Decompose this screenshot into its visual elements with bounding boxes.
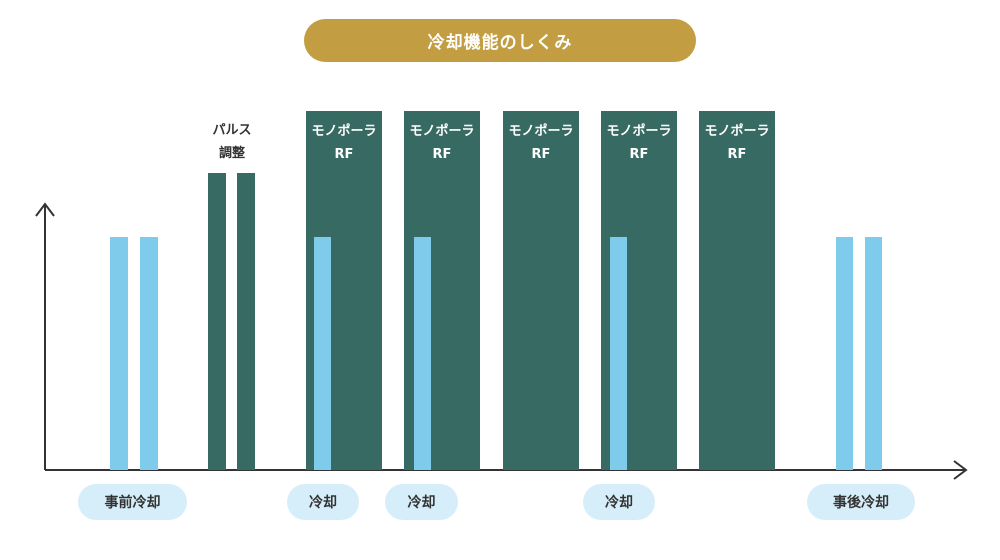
pulse-bar-2 — [237, 173, 255, 470]
tag-cooling-3: 冷却 — [583, 484, 655, 520]
y-axis-arrow-icon — [35, 202, 55, 217]
monopolar-rf-label-4-line2: RF — [629, 147, 649, 162]
diagram-title: 冷却機能のしくみ — [304, 19, 696, 62]
pulse-adjust-label-line2: 調整 — [218, 146, 245, 161]
cooling-bar-1 — [314, 237, 331, 470]
pulse-bar-1 — [208, 173, 226, 470]
monopolar-rf-label-5-line2: RF — [727, 147, 747, 162]
post-cooling-bar-1 — [836, 237, 853, 470]
tag-cooling-2: 冷却 — [385, 484, 458, 520]
monopolar-rf-label-3-line1: モノポーラ — [508, 124, 574, 139]
monopolar-rf-block-3 — [503, 111, 579, 470]
monopolar-rf-block-5 — [699, 111, 775, 470]
monopolar-rf-label-2-line1: モノポーラ — [409, 124, 475, 139]
monopolar-rf-label-2: モノポーラ RF — [404, 120, 480, 166]
pre-cooling-bar-2 — [140, 237, 158, 470]
tag-post-cooling: 事後冷却 — [807, 484, 915, 520]
tag-cooling-1: 冷却 — [287, 484, 359, 520]
monopolar-rf-label-1-line1: モノポーラ — [311, 124, 377, 139]
tag-pre-cooling: 事前冷却 — [78, 484, 187, 520]
pulse-adjust-label: パルス 調整 — [196, 119, 268, 165]
x-axis-arrow-icon — [953, 460, 968, 480]
pulse-adjust-label-line1: パルス — [212, 123, 252, 138]
post-cooling-bar-2 — [865, 237, 882, 470]
monopolar-rf-label-3: モノポーラ RF — [503, 120, 579, 166]
monopolar-rf-label-2-line2: RF — [432, 147, 452, 162]
monopolar-rf-label-5-line1: モノポーラ — [704, 124, 770, 139]
cooling-bar-3 — [610, 237, 627, 470]
monopolar-rf-label-1: モノポーラ RF — [306, 120, 382, 166]
monopolar-rf-label-5: モノポーラ RF — [699, 120, 775, 166]
cooling-bar-2 — [414, 237, 431, 470]
monopolar-rf-label-1-line2: RF — [334, 147, 354, 162]
monopolar-rf-label-4: モノポーラ RF — [601, 120, 677, 166]
monopolar-rf-label-4-line1: モノポーラ — [606, 124, 672, 139]
monopolar-rf-label-3-line2: RF — [531, 147, 551, 162]
pre-cooling-bar-1 — [110, 237, 128, 470]
